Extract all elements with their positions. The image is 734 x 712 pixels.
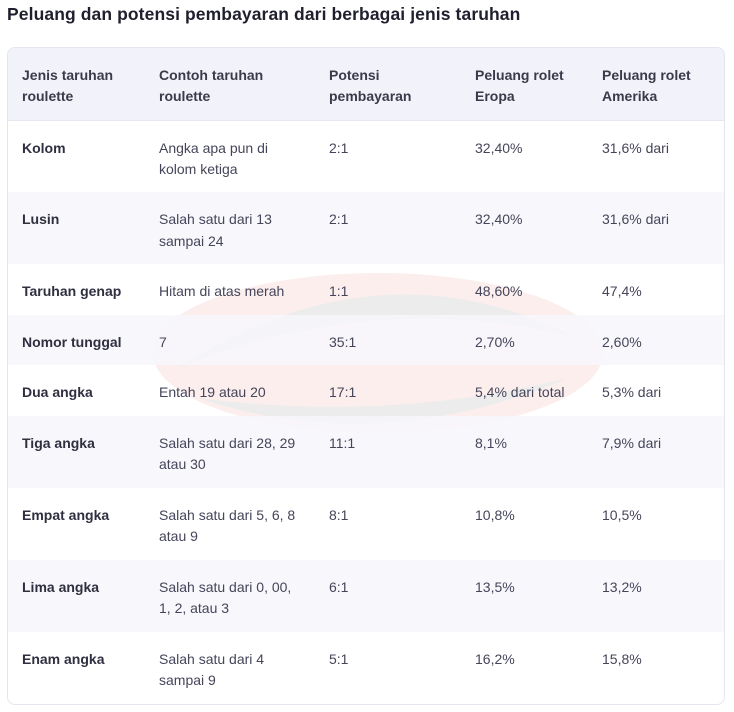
cell-bet-type: Kolom xyxy=(22,139,66,156)
cell-payout: 2:1 xyxy=(329,211,349,227)
cell-european-odds: 10,8% xyxy=(475,506,515,523)
table-row: Kolom Angka apa pun di kolom ketiga 2:1 … xyxy=(8,120,724,192)
header-bet-example: Contoh taruhan roulette xyxy=(159,67,264,104)
cell-payout: 8:1 xyxy=(329,506,349,523)
cell-bet-example: Salah satu dari 28, 29 atau 30 xyxy=(159,434,296,473)
cell-bet-type: Nomor tunggal xyxy=(22,333,122,350)
cell-american-odds: 2,60% xyxy=(602,333,642,350)
odds-table: Jenis taruhan roulette Contoh taruhan ro… xyxy=(8,48,724,704)
cell-bet-type: Lusin xyxy=(22,211,60,227)
cell-payout: 5:1 xyxy=(329,650,349,667)
header-payout: Potensi pembayaran xyxy=(329,67,412,104)
table-row: Dua angka Entah 19 atau 20 17:1 5,4% dar… xyxy=(8,365,724,416)
header-bet-type: Jenis taruhan roulette xyxy=(22,67,114,104)
cell-payout: 17:1 xyxy=(329,384,357,400)
cell-payout: 6:1 xyxy=(329,578,349,595)
cell-bet-example: Salah satu dari 0, 00, 1, 2, atau 3 xyxy=(159,578,292,617)
cell-european-odds: 48,60% xyxy=(475,283,523,299)
cell-american-odds: 15,8% xyxy=(602,650,642,667)
cell-american-odds: 10,5% xyxy=(602,506,642,523)
cell-payout: 1:1 xyxy=(329,283,349,299)
cell-bet-example: Hitam di atas merah xyxy=(159,283,285,299)
table-row: Taruhan genap Hitam di atas merah 1:1 48… xyxy=(8,264,724,315)
cell-bet-example: Salah satu dari 5, 6, 8 atau 9 xyxy=(159,506,296,545)
page-title: Peluang dan potensi pembayaran dari berb… xyxy=(7,4,521,24)
cell-bet-type: Dua angka xyxy=(22,384,93,400)
cell-american-odds: 31,6% dari xyxy=(602,211,669,227)
cell-bet-type: Enam angka xyxy=(22,650,105,667)
cell-european-odds: 16,2% xyxy=(475,650,515,667)
cell-european-odds: 2,70% xyxy=(475,333,515,350)
cell-bet-example: Entah 19 atau 20 xyxy=(159,384,266,400)
header-european-odds: Peluang rolet Eropa xyxy=(475,67,564,104)
cell-bet-example: Salah satu dari 13 sampai 24 xyxy=(159,211,272,249)
table-header-row: Jenis taruhan roulette Contoh taruhan ro… xyxy=(8,48,724,120)
cell-american-odds: 31,6% dari xyxy=(602,139,669,156)
cell-european-odds: 5,4% dari total xyxy=(475,384,565,400)
table-row: Lima angka Salah satu dari 0, 00, 1, 2, … xyxy=(8,559,724,632)
cell-european-odds: 8,1% xyxy=(475,434,507,451)
table-row: Tiga angka Salah satu dari 28, 29 atau 3… xyxy=(8,415,724,488)
cell-payout: 11:1 xyxy=(329,434,356,451)
cell-european-odds: 13,5% xyxy=(475,578,515,595)
table-row: Lusin Salah satu dari 13 sampai 24 2:1 3… xyxy=(8,192,724,264)
header-american-odds: Peluang rolet Amerika xyxy=(602,67,691,104)
cell-american-odds: 7,9% dari xyxy=(602,434,662,451)
cell-bet-type: Empat angka xyxy=(22,506,110,523)
table-row: Enam angka Salah satu dari 4 sampai 9 5:… xyxy=(8,632,724,704)
cell-bet-type: Lima angka xyxy=(22,578,100,595)
cell-bet-example: Angka apa pun di kolom ketiga xyxy=(159,139,268,178)
cell-bet-example: 7 xyxy=(159,333,167,350)
cell-european-odds: 32,40% xyxy=(475,211,523,227)
table-row: Empat angka Salah satu dari 5, 6, 8 atau… xyxy=(8,488,724,560)
cell-european-odds: 32,40% xyxy=(475,139,523,156)
cell-bet-type: Taruhan genap xyxy=(22,283,122,299)
cell-american-odds: 13,2% xyxy=(602,578,642,595)
cell-bet-example: Salah satu dari 4 sampai 9 xyxy=(159,650,265,689)
cell-bet-type: Tiga angka xyxy=(22,434,95,451)
cell-payout: 2:1 xyxy=(329,139,349,156)
table-row: Nomor tunggal 7 35:1 2,70% 2,60% xyxy=(8,314,724,365)
odds-table-card: Jenis taruhan roulette Contoh taruhan ro… xyxy=(7,47,725,705)
cell-payout: 35:1 xyxy=(329,333,357,350)
cell-american-odds: 5,3% dari xyxy=(602,384,662,400)
cell-american-odds: 47,4% xyxy=(602,283,642,299)
